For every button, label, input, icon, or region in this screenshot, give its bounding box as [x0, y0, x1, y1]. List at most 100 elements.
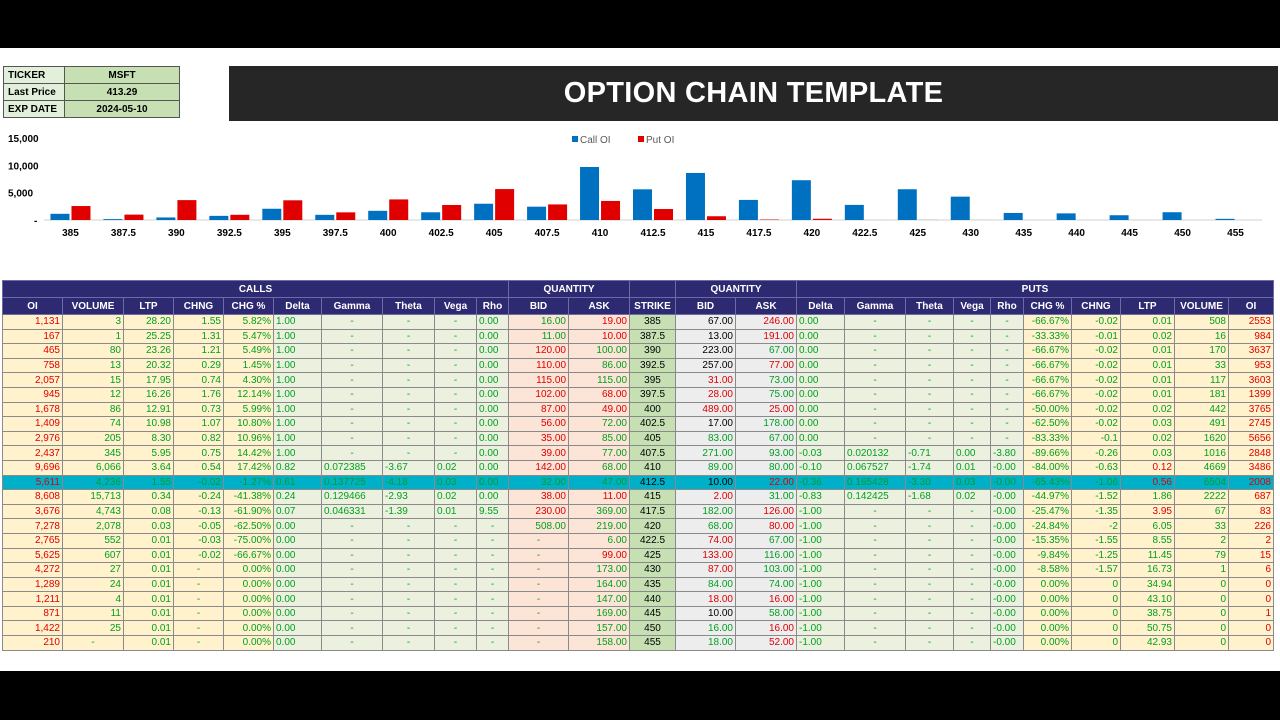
table-cell[interactable]: 1: [62, 328, 124, 345]
table-cell[interactable]: 35.00: [508, 430, 569, 447]
table-cell[interactable]: 11.00: [508, 328, 569, 345]
table-cell[interactable]: -: [434, 430, 477, 447]
table-cell[interactable]: 4,272: [2, 562, 63, 578]
table-cell[interactable]: 345: [62, 445, 124, 461]
call-oi-bar[interactable]: [368, 210, 388, 220]
table-cell[interactable]: 31.00: [675, 372, 736, 388]
table-cell[interactable]: 0.08: [123, 503, 174, 520]
table-cell[interactable]: 0.02: [953, 489, 991, 505]
table-cell[interactable]: -0.00: [990, 503, 1024, 520]
call-oi-bar[interactable]: [1162, 212, 1182, 220]
table-cell[interactable]: 0.02: [1120, 430, 1175, 447]
table-cell[interactable]: 400: [629, 401, 676, 418]
table-cell[interactable]: 0.00: [273, 635, 322, 651]
table-cell[interactable]: 271.00: [675, 445, 736, 461]
table-cell[interactable]: 25.25: [123, 328, 174, 345]
table-cell[interactable]: -: [508, 532, 569, 549]
table-cell[interactable]: -1.00: [796, 591, 845, 607]
table-cell[interactable]: 1.31: [173, 328, 224, 345]
table-cell[interactable]: 1.55: [123, 474, 174, 491]
table-cell[interactable]: 68.00: [568, 459, 630, 476]
table-cell[interactable]: 0.00: [476, 357, 509, 374]
column-header[interactable]: Vega: [953, 297, 991, 315]
table-cell[interactable]: -3.67: [382, 459, 435, 476]
table-cell[interactable]: -0.02: [1071, 357, 1121, 374]
table-cell[interactable]: 0: [1174, 635, 1229, 651]
ticker-label[interactable]: TICKER: [3, 66, 65, 84]
table-cell[interactable]: -: [905, 547, 954, 564]
table-cell[interactable]: -: [844, 314, 906, 330]
column-header[interactable]: Vega: [434, 297, 477, 315]
table-cell[interactable]: 0.01: [1120, 357, 1175, 374]
put-oi-bar[interactable]: [283, 200, 303, 220]
table-cell[interactable]: 8.55: [1120, 532, 1175, 549]
table-cell[interactable]: -: [382, 372, 435, 388]
table-cell[interactable]: -0.00: [990, 576, 1024, 593]
table-cell[interactable]: 87.00: [508, 401, 569, 418]
table-cell[interactable]: 1,289: [2, 576, 63, 593]
call-oi-bar[interactable]: [580, 166, 600, 220]
put-oi-bar[interactable]: [124, 214, 144, 220]
table-cell[interactable]: 390: [629, 343, 676, 359]
table-cell[interactable]: 10.98: [123, 416, 174, 432]
table-cell[interactable]: -0.63: [1071, 459, 1121, 476]
table-cell[interactable]: -65.43%: [1023, 474, 1072, 491]
table-cell[interactable]: 257.00: [675, 357, 736, 374]
table-cell[interactable]: 0.01: [123, 591, 174, 607]
table-cell[interactable]: 397.5: [629, 386, 676, 403]
table-cell[interactable]: 10.00: [675, 474, 736, 491]
table-cell[interactable]: 0.00%: [1023, 591, 1072, 607]
table-cell[interactable]: 10.80%: [223, 416, 274, 432]
table-cell[interactable]: -83.33%: [1023, 430, 1072, 447]
table-cell[interactable]: -: [844, 372, 906, 388]
table-cell[interactable]: -1.00: [796, 562, 845, 578]
table-cell[interactable]: -: [990, 401, 1024, 418]
table-cell[interactable]: 83: [1228, 503, 1274, 520]
table-cell[interactable]: -: [953, 532, 991, 549]
table-cell[interactable]: -: [434, 314, 477, 330]
table-cell[interactable]: 0.00: [273, 547, 322, 564]
table-cell[interactable]: 0: [1174, 576, 1229, 593]
table-cell[interactable]: -: [434, 562, 477, 578]
column-header[interactable]: OI: [2, 297, 63, 315]
put-oi-bar[interactable]: [336, 212, 356, 220]
table-cell[interactable]: -0.00: [990, 459, 1024, 476]
table-cell[interactable]: -41.38%: [223, 489, 274, 505]
table-cell[interactable]: 3,676: [2, 503, 63, 520]
table-cell[interactable]: 0.00: [476, 416, 509, 432]
table-cell[interactable]: 422.5: [629, 532, 676, 549]
table-cell[interactable]: -1.00: [796, 503, 845, 520]
table-cell[interactable]: -: [953, 547, 991, 564]
table-cell[interactable]: -1.00: [796, 518, 845, 534]
table-cell[interactable]: -0.1: [1071, 430, 1121, 447]
table-cell[interactable]: -0.00: [990, 518, 1024, 534]
column-header[interactable]: Gamma: [844, 297, 906, 315]
table-cell[interactable]: 395: [629, 372, 676, 388]
table-cell[interactable]: 2,078: [62, 518, 124, 534]
table-cell[interactable]: 420: [629, 518, 676, 534]
table-cell[interactable]: -: [844, 357, 906, 374]
table-cell[interactable]: -: [321, 401, 383, 418]
table-cell[interactable]: 181: [1174, 386, 1229, 403]
table-cell[interactable]: 22.00: [735, 474, 797, 491]
table-cell[interactable]: -: [508, 635, 569, 651]
table-cell[interactable]: -0.02: [1071, 401, 1121, 418]
table-cell[interactable]: 0.00: [796, 430, 845, 447]
table-cell[interactable]: -: [382, 620, 435, 637]
column-header[interactable]: Theta: [905, 297, 954, 315]
table-cell[interactable]: -: [508, 591, 569, 607]
table-cell[interactable]: 6.05: [1120, 518, 1175, 534]
table-cell[interactable]: 0: [1228, 576, 1274, 593]
table-cell[interactable]: 0.00: [476, 401, 509, 418]
table-cell[interactable]: 110.00: [508, 357, 569, 374]
table-cell[interactable]: 25.00: [735, 401, 797, 418]
column-header[interactable]: STRIKE: [629, 297, 676, 315]
table-cell[interactable]: -: [953, 343, 991, 359]
table-cell[interactable]: 15: [1228, 547, 1274, 564]
table-cell[interactable]: -: [321, 416, 383, 432]
table-cell[interactable]: 5.82%: [223, 314, 274, 330]
table-cell[interactable]: 4.30%: [223, 372, 274, 388]
table-cell[interactable]: -: [321, 357, 383, 374]
table-cell[interactable]: 31.00: [735, 489, 797, 505]
table-cell[interactable]: -1.00: [796, 547, 845, 564]
